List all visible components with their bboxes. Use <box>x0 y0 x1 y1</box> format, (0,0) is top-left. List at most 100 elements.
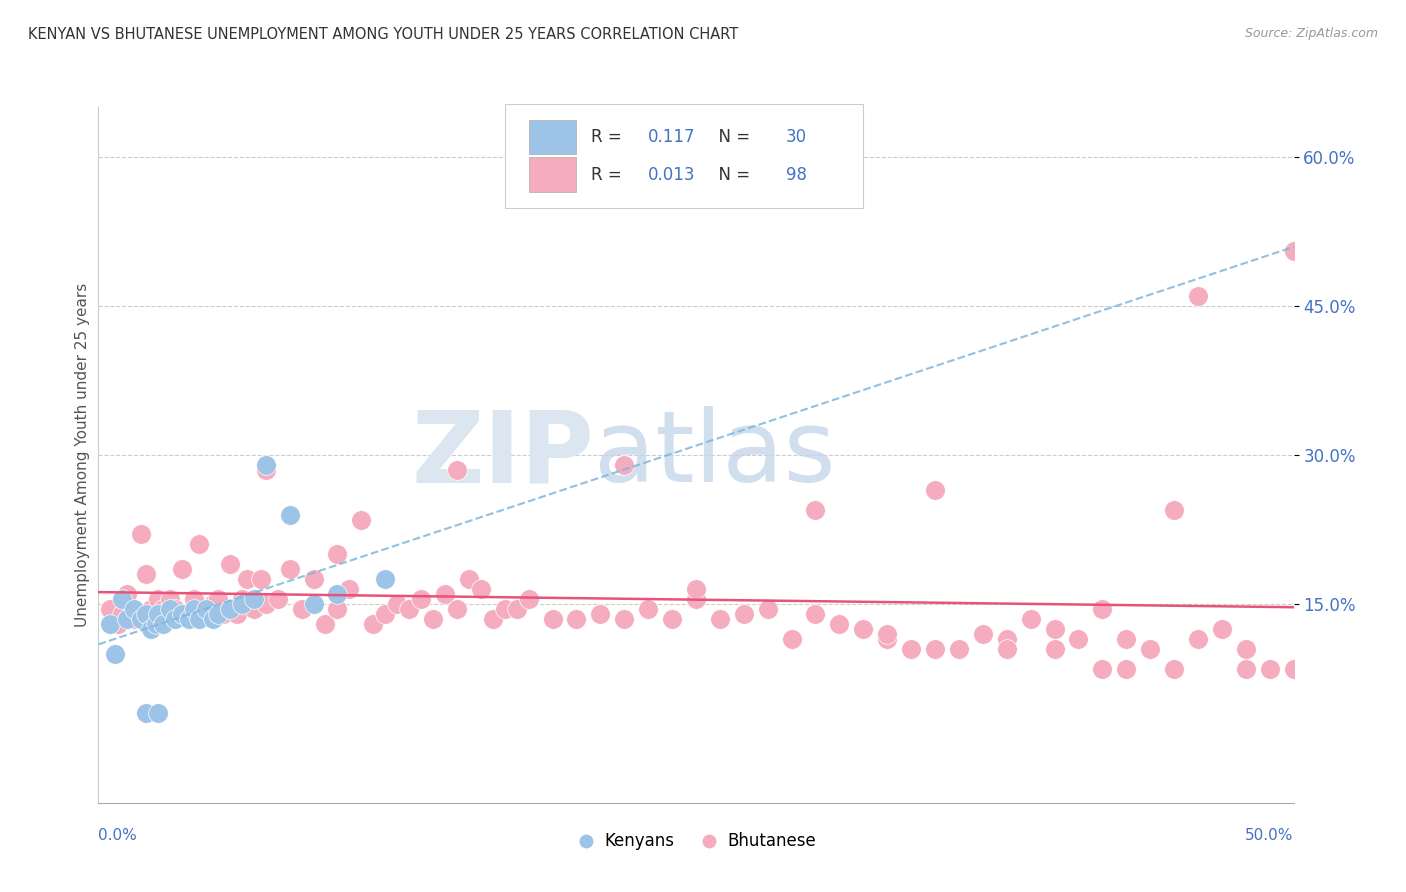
Point <box>374 572 396 586</box>
Point <box>1282 662 1305 676</box>
Point <box>1163 662 1185 676</box>
Point <box>924 641 946 656</box>
Point <box>226 607 249 621</box>
Point <box>111 592 134 607</box>
Point <box>202 612 225 626</box>
Point <box>111 607 134 621</box>
Point <box>1091 662 1114 676</box>
Point <box>363 616 385 631</box>
Point <box>211 607 233 621</box>
Point <box>506 602 529 616</box>
Point <box>254 463 277 477</box>
Point <box>876 632 898 646</box>
Point <box>104 647 127 661</box>
Point <box>398 602 420 616</box>
Point <box>131 612 153 626</box>
Point <box>207 592 229 607</box>
Point <box>326 547 349 561</box>
Legend: Kenyans, Bhutanese: Kenyans, Bhutanese <box>569 826 823 857</box>
Point <box>115 587 138 601</box>
Point <box>107 616 129 631</box>
FancyBboxPatch shape <box>529 120 576 154</box>
Point <box>131 527 153 541</box>
Point <box>470 582 492 596</box>
Point <box>339 582 361 596</box>
Point <box>804 607 827 621</box>
Point <box>145 616 167 631</box>
Text: 30: 30 <box>786 128 807 146</box>
Point <box>135 607 157 621</box>
Point <box>139 602 162 616</box>
Point <box>183 592 205 607</box>
Point <box>172 607 194 621</box>
Text: R =: R = <box>591 166 627 184</box>
Point <box>876 627 898 641</box>
Point <box>1258 662 1281 676</box>
Point <box>315 616 337 631</box>
FancyBboxPatch shape <box>505 103 863 208</box>
Point <box>972 627 994 641</box>
Point <box>179 607 201 621</box>
Point <box>411 592 433 607</box>
Point <box>139 622 162 636</box>
Point <box>207 607 229 621</box>
Point <box>219 558 242 572</box>
Point <box>995 632 1018 646</box>
Point <box>685 582 707 596</box>
Point <box>948 641 970 656</box>
Point <box>148 706 170 721</box>
Point <box>163 602 186 616</box>
Point <box>326 587 349 601</box>
Point <box>541 612 564 626</box>
Point <box>565 612 588 626</box>
Point <box>852 622 875 636</box>
Point <box>900 641 922 656</box>
Point <box>613 458 636 472</box>
Point <box>1211 622 1233 636</box>
Point <box>661 612 683 626</box>
Text: Source: ZipAtlas.com: Source: ZipAtlas.com <box>1244 27 1378 40</box>
Point <box>267 592 290 607</box>
Point <box>254 458 277 472</box>
Point <box>1091 602 1114 616</box>
Point <box>350 512 373 526</box>
Point <box>1234 641 1257 656</box>
Point <box>163 612 186 626</box>
Point <box>159 602 181 616</box>
Point <box>278 508 301 522</box>
Point <box>98 602 122 616</box>
Point <box>1163 502 1185 516</box>
Text: 98: 98 <box>786 166 807 184</box>
Text: ZIP: ZIP <box>412 407 595 503</box>
Point <box>326 602 349 616</box>
Text: 0.013: 0.013 <box>648 166 696 184</box>
Point <box>124 602 146 616</box>
Point <box>446 463 468 477</box>
Point <box>195 607 218 621</box>
Point <box>243 592 266 607</box>
Text: N =: N = <box>709 166 755 184</box>
Point <box>179 612 201 626</box>
Point <box>152 602 174 616</box>
Point <box>685 592 707 607</box>
Point <box>183 602 205 616</box>
Point <box>458 572 481 586</box>
Point <box>1043 641 1066 656</box>
Point <box>291 602 314 616</box>
Point <box>202 597 225 611</box>
Point <box>804 502 827 516</box>
Point <box>1043 622 1066 636</box>
Point <box>98 616 122 631</box>
Text: N =: N = <box>709 128 755 146</box>
Point <box>187 612 209 626</box>
Point <box>756 602 779 616</box>
Point <box>152 616 174 631</box>
Point <box>924 483 946 497</box>
Point <box>733 607 755 621</box>
Point <box>565 612 588 626</box>
Point <box>517 592 540 607</box>
Point <box>385 597 409 611</box>
Point <box>302 572 325 586</box>
Point <box>481 612 505 626</box>
Point <box>243 602 266 616</box>
